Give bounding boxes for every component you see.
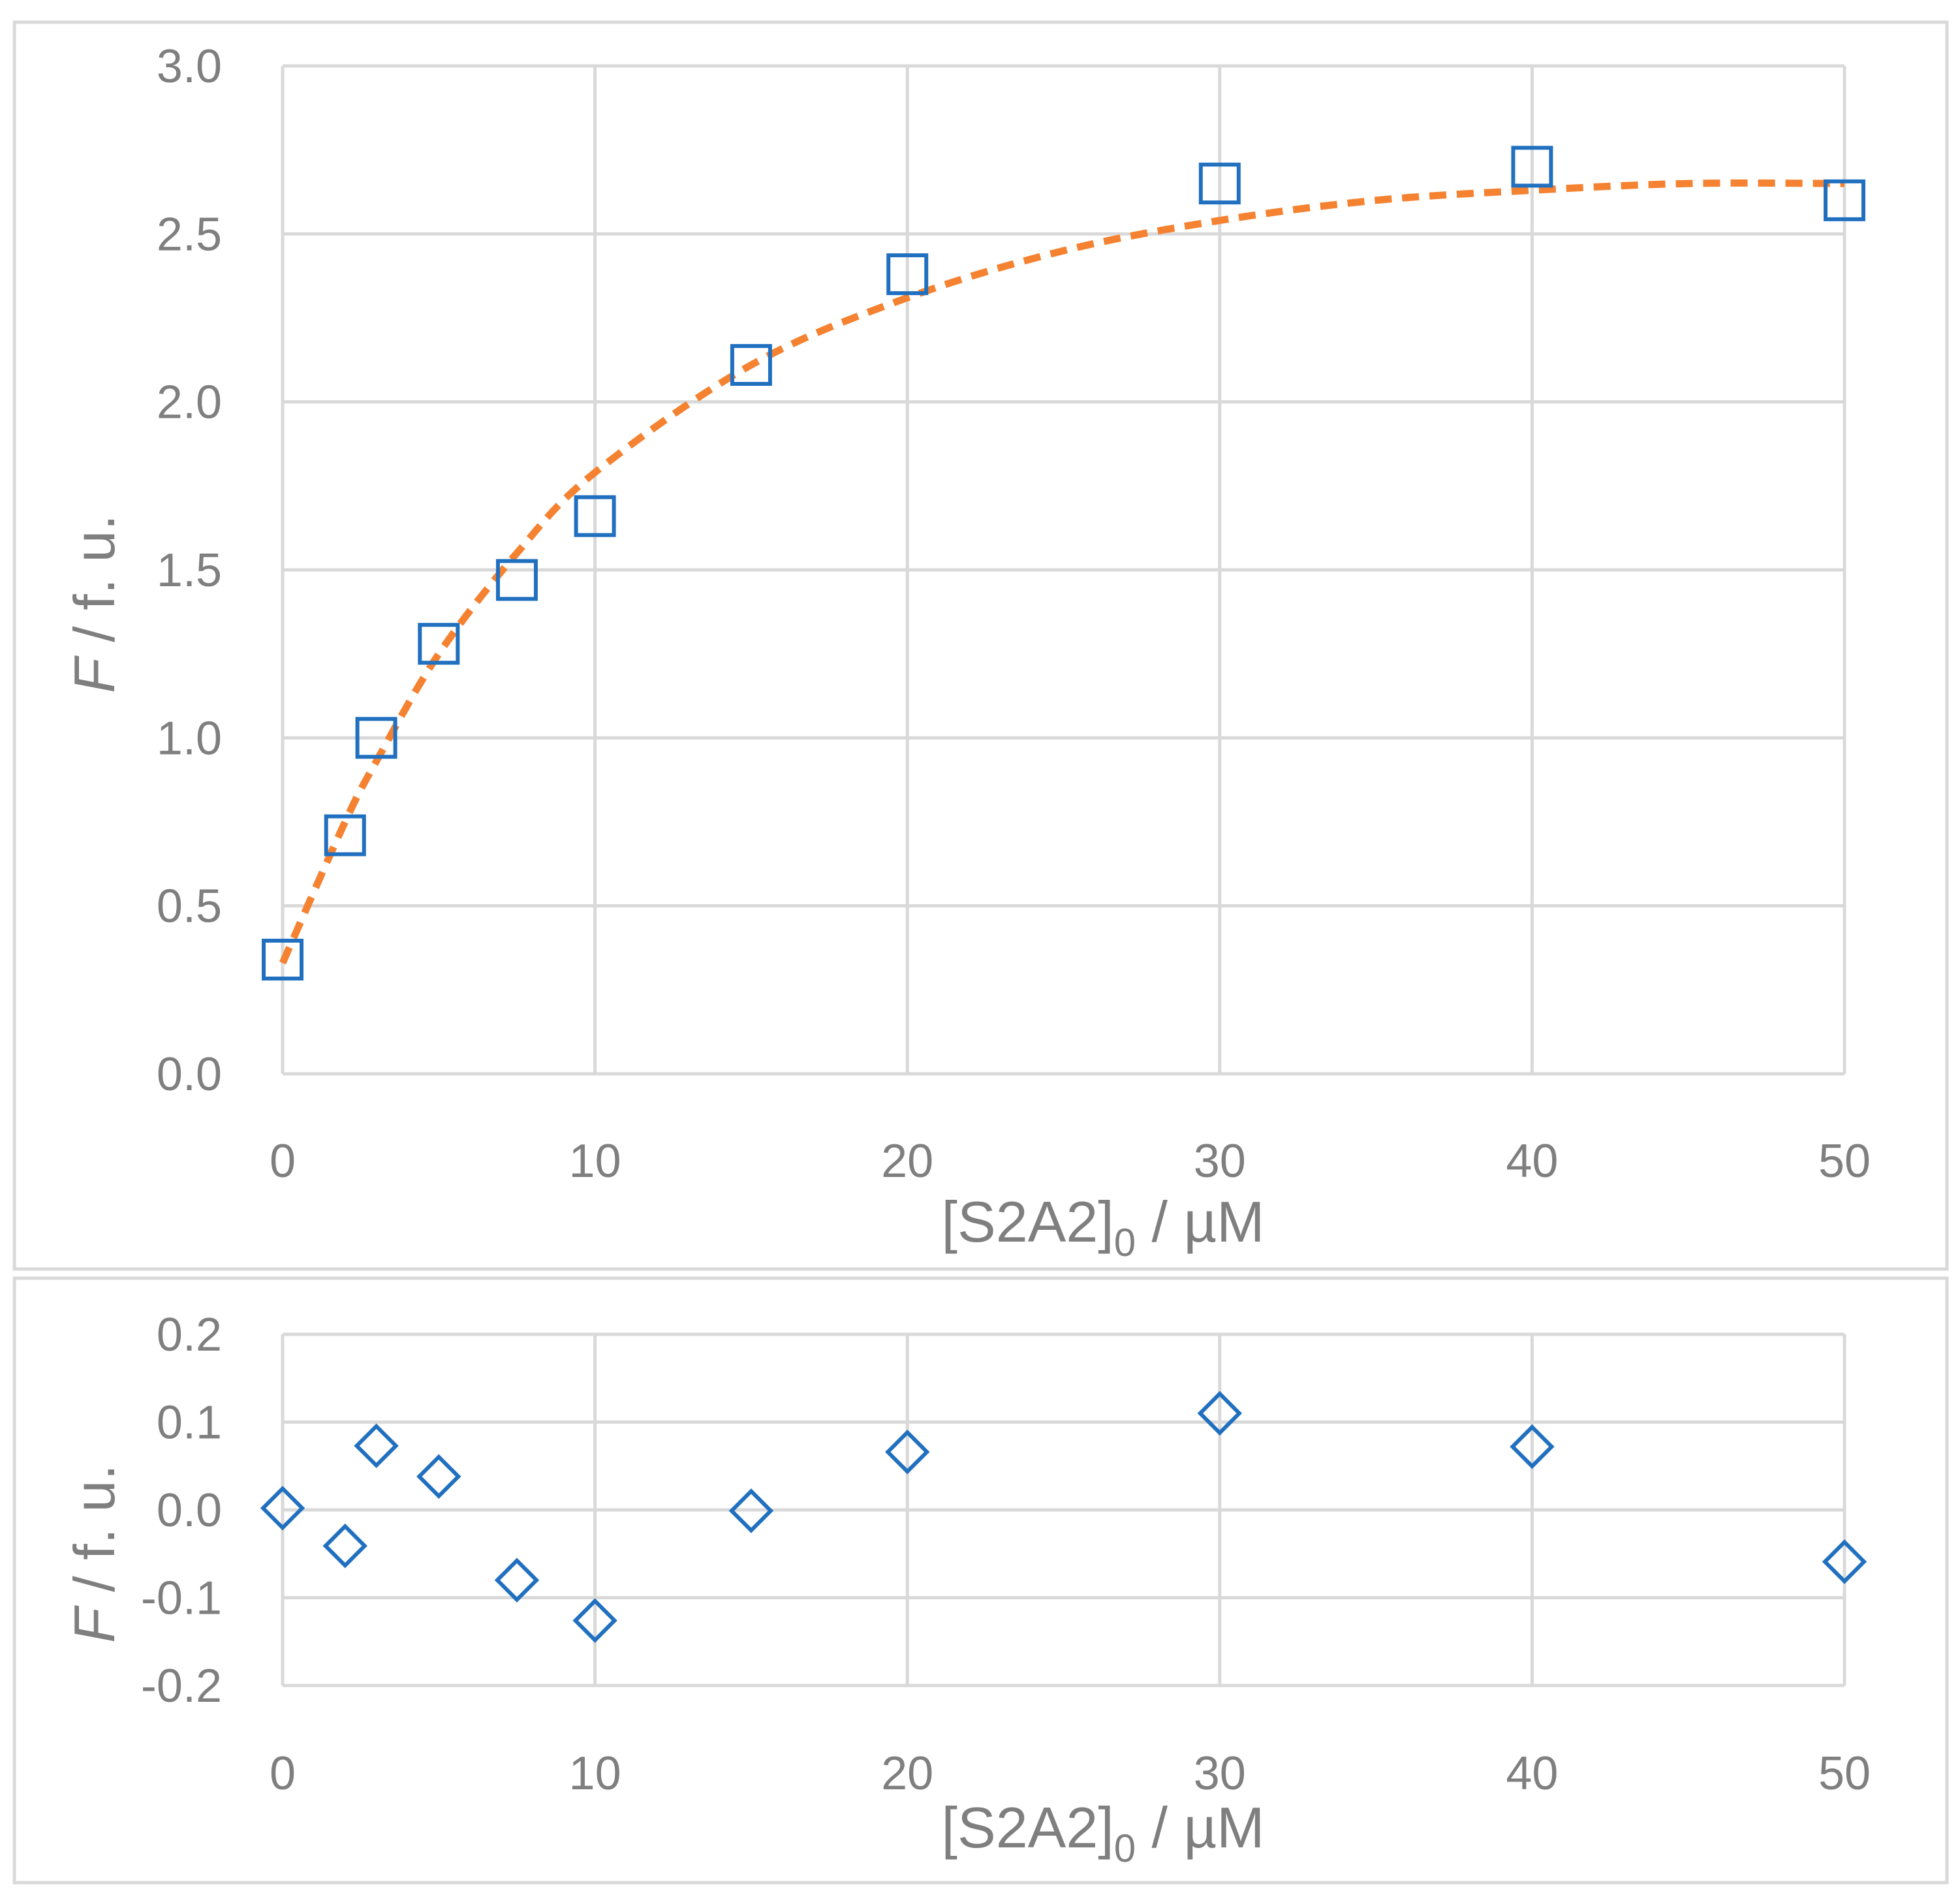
fit-curve [279, 179, 1845, 965]
bottom-panel: -0.2-0.10.00.10.2 0 10 20 30 40 50 [S2A2]0 / … [12, 1276, 1949, 1885]
bottom-y-tick-labels: -0.2 -0.1 0.0 0.1 0.2 [141, 1309, 222, 1712]
y-tick-label: 0.0 [157, 1048, 222, 1101]
x-tick-label: 10 [569, 1748, 621, 1800]
y-tick-label: 2.5 [157, 208, 222, 260]
residual-point-diamond [494, 1558, 540, 1603]
y-tick-label: 0.5 [157, 881, 222, 933]
y-axis-label-unit: / f. u. [62, 1464, 127, 1608]
residual-point-diamond [322, 1523, 367, 1569]
data-point-square [574, 495, 616, 537]
residual-point-diamond [1822, 1539, 1867, 1584]
data-point-square [886, 253, 929, 296]
y-tick-label: 0.2 [157, 1309, 222, 1361]
data-point-square [730, 344, 772, 386]
x-axis-label-unit: / µM [1136, 1189, 1264, 1254]
y-axis-label-unit: / f. u. [62, 514, 127, 658]
x-axis-label-unit: / µM [1136, 1795, 1264, 1860]
residual-point-diamond [260, 1486, 305, 1531]
data-point-square [1824, 179, 1865, 221]
data-point-square [355, 717, 397, 759]
y-tick-label: 0.0 [157, 1484, 222, 1537]
residual-point-diamond [1197, 1390, 1243, 1436]
top-y-tick-labels: 0.0 0.5 1.0 1.5 2.0 2.5 3.0 [157, 40, 222, 1101]
y-tick-label: 3.0 [157, 40, 222, 93]
residual-point-diamond [884, 1429, 930, 1475]
residual-point-diamond [354, 1423, 399, 1469]
top-y-axis-label: F / f. u. [62, 514, 127, 693]
x-tick-label: 50 [1818, 1748, 1871, 1800]
x-tick-label: 30 [1194, 1135, 1246, 1187]
data-point-square [1198, 163, 1241, 205]
residual-points [260, 1390, 1867, 1643]
y-tick-label: 1.0 [157, 712, 222, 764]
residual-point-diamond [572, 1598, 617, 1643]
x-tick-label: 20 [881, 1135, 933, 1187]
data-point-square [1511, 146, 1553, 188]
bottom-chart-frame [12, 1276, 1949, 1885]
x-tick-label: 40 [1506, 1748, 1558, 1800]
x-axis-label-main: [S2A2] [942, 1795, 1114, 1860]
residual-point-diamond [1510, 1424, 1555, 1469]
y-axis-label-variable: F [62, 1605, 127, 1643]
x-tick-label: 10 [569, 1135, 621, 1187]
x-tick-label: 50 [1818, 1135, 1871, 1187]
residual-point-diamond [728, 1488, 774, 1533]
top-chart-frame [12, 20, 1949, 1271]
data-point-square [324, 814, 366, 856]
x-tick-label: 0 [270, 1135, 296, 1187]
x-axis-label-subscript: 0 [1114, 1826, 1136, 1870]
top-gridlines [281, 64, 1846, 1076]
top-panel: 0.0 0.5 1.0 1.5 2.0 2.5 3.0 0 10 20 30 40 50 [S2A2]… [12, 20, 1949, 1271]
x-tick-label: 40 [1506, 1135, 1558, 1187]
y-tick-label: 0.1 [157, 1397, 222, 1449]
data-point-square [495, 559, 538, 601]
y-axis-label-variable: F [62, 655, 127, 693]
data-point-square [262, 939, 303, 981]
bottom-gridlines [281, 1332, 1846, 1687]
data-point-square [418, 623, 460, 665]
x-tick-label: 30 [1194, 1748, 1246, 1800]
bottom-y-axis-label: F / f. u. [62, 1464, 127, 1643]
bottom-x-axis-label: [S2A2]0 / µM [942, 1795, 1265, 1870]
x-tick-label: 0 [270, 1748, 296, 1800]
y-tick-label: 2.0 [157, 377, 222, 429]
x-tick-label: 20 [881, 1748, 933, 1800]
x-axis-label-main: [S2A2] [942, 1189, 1114, 1254]
top-x-tick-labels: 0 10 20 30 40 50 [270, 1135, 1871, 1187]
top-x-axis-label: [S2A2]0 / µM [942, 1189, 1265, 1264]
y-tick-label: -0.1 [141, 1573, 222, 1625]
measured-points [262, 146, 1865, 981]
y-tick-label: 1.5 [157, 544, 222, 597]
residual-point-diamond [416, 1454, 461, 1499]
bottom-x-tick-labels: 0 10 20 30 40 50 [270, 1748, 1871, 1800]
x-axis-label-subscript: 0 [1114, 1221, 1136, 1264]
y-tick-label: -0.2 [141, 1660, 222, 1712]
